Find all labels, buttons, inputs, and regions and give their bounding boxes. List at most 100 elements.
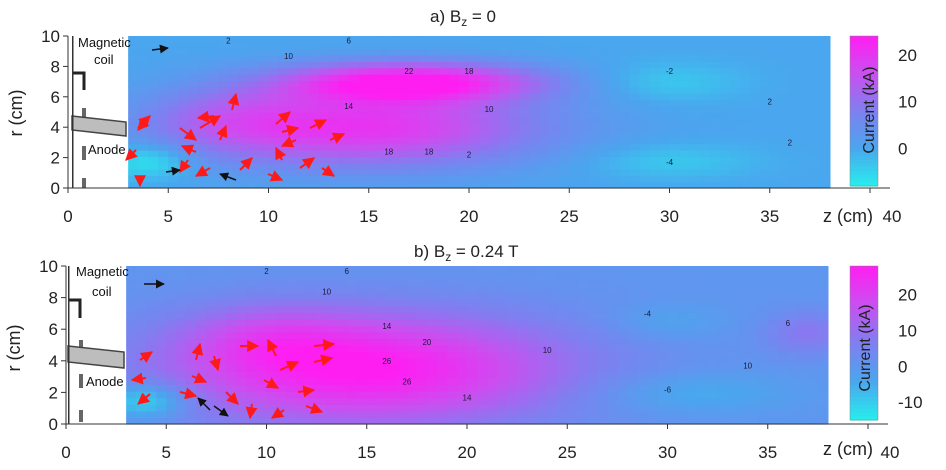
heatmap-cell [346,292,358,300]
heatmap-cell [529,156,540,164]
heatmap-cell [807,285,819,293]
heatmap-cell [489,55,500,62]
heatmap-cell [719,124,731,132]
heatmap-cell [406,351,418,359]
heatmap-cell [386,377,398,386]
heatmap-cell [446,285,458,293]
heatmap-cell [547,358,558,366]
heatmap-cell [208,156,219,164]
heatmap-cell [749,80,761,88]
panel-a-red-arrows [125,92,346,188]
heatmap-cell [246,305,258,313]
heatmap-cell [499,93,510,100]
heatmap-cell [527,325,538,333]
heatmap-cell [338,55,350,62]
heatmap-cell [567,312,578,320]
heatmap-cell [136,305,147,313]
heatmap-cell [529,61,540,69]
heatmap-cell [677,417,689,425]
heatmap-cell [348,131,360,138]
heatmap-cell [587,410,598,419]
heatmap-cell [236,338,248,346]
heatmap-cell [436,305,448,313]
colorbar-segment [850,133,878,138]
heatmap-cell [787,377,799,386]
heatmap-cell [477,305,488,313]
heatmap-cell [328,175,340,183]
heatmap-cell [719,48,731,56]
heatmap-cell [196,298,207,307]
heatmap-cell [817,266,829,274]
heatmap-cell [276,312,288,320]
heatmap-cell [819,175,831,183]
heatmap-cell [328,61,340,69]
heatmap-cell [687,312,699,320]
heatmap-cell [346,285,358,293]
heatmap-cell [396,285,408,293]
heatmap-cell [679,36,691,43]
heatmap-cell [477,377,488,386]
heatmap-cell [218,156,229,164]
heatmap-cell [767,305,779,313]
heatmap-cell [146,298,157,307]
heatmap-cell [178,67,189,75]
heatmap-cell [809,42,821,50]
heatmap-cell [276,331,288,340]
heatmap-cell [386,410,398,419]
heatmap-cell [717,351,729,359]
heatmap-cell [328,105,340,113]
heatmap-cell [416,351,428,359]
heatmap-cell [456,292,468,300]
heatmap-cell [467,266,478,274]
heatmap-cell [268,162,280,170]
heatmap-cell [426,305,438,313]
heatmap-cell [318,156,330,164]
heatmap-cell [637,298,649,307]
heatmap-cell [336,345,348,353]
colorbar-segment [850,416,878,421]
heatmap-cell [527,272,538,280]
heatmap-cell [406,292,418,300]
heatmap-cell [228,80,240,88]
heatmap-cell [579,137,590,145]
heatmap-cell [657,351,669,359]
heatmap-cell [707,404,719,412]
heatmap-cell [517,279,528,287]
heatmap-cell [567,345,578,353]
heatmap-cell [669,99,681,107]
heatmap-cell [278,131,290,138]
heatmap-cell [599,162,610,170]
heatmap-cell [166,331,177,340]
heatmap-cell [679,162,691,170]
heatmap-cell [156,298,167,307]
heatmap-cell [507,312,518,320]
heatmap-cell [517,358,528,366]
heatmap-cell [467,338,478,346]
heatmap-cell [669,143,681,151]
heatmap-cell [509,143,520,151]
heatmap-cell [406,305,418,313]
heatmap-cell [438,131,450,138]
heatmap-cell [356,338,368,346]
heatmap-cell [178,124,189,132]
heatmap-cell [819,169,831,176]
heatmap-cell [286,305,298,313]
heatmap-cell [408,137,420,145]
heatmap-cell [559,150,570,157]
heatmap-cell [406,331,418,340]
heatmap-cell [537,318,548,326]
heatmap-cell [286,391,298,399]
heatmap-cell [168,150,179,157]
heatmap-cell [246,318,258,326]
heatmap-cell [529,137,540,145]
heatmap-cell [557,298,568,307]
heatmap-cell [368,156,380,164]
heatmap-cell [689,150,701,157]
heatmap-cell [797,312,809,320]
heatmap-cell [577,266,588,274]
heatmap-cell [677,345,689,353]
heatmap-cell [418,137,430,145]
heatmap-cell [529,93,540,100]
heatmap-cell [609,80,620,88]
